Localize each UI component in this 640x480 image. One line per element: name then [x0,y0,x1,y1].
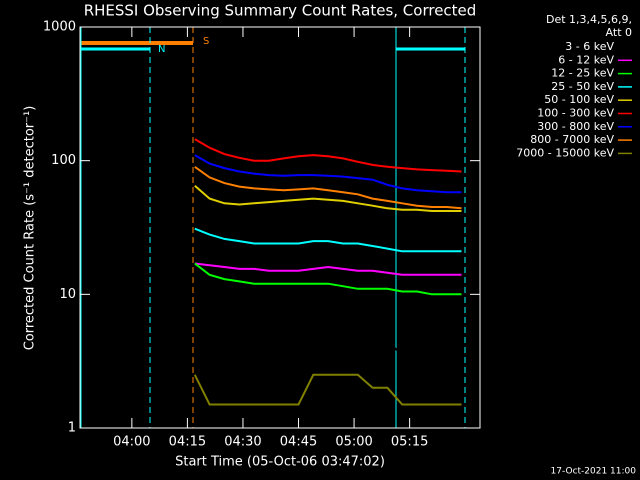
annotation: N [158,44,165,55]
series-line [194,323,462,357]
x-tick-label: 04:45 [280,435,317,450]
x-tick-label: 05:15 [391,435,428,450]
legend-label: 3 - 6 keV [565,40,614,53]
attenuator-state [80,27,466,428]
x-axis-label: Start Time (05-Oct-06 03:47:02) [175,455,385,470]
plot-frame [79,26,481,429]
y-tick-label: 100 [51,153,76,168]
legend-label: 100 - 300 keV [537,107,614,120]
y-tick-label: 10 [59,287,76,302]
chart-title: RHESSI Observing Summary Count Rates, Co… [84,2,477,20]
x-tick-label: 04:30 [224,435,261,450]
legend-label: 25 - 50 keV [551,80,614,93]
annotation: S [203,36,209,47]
series-line [193,373,462,406]
series-line [194,138,462,173]
legend-label: 12 - 25 keV [551,67,614,80]
legend-label: 6 - 12 keV [558,53,614,66]
series-line [194,227,462,253]
y-tick-label: 1 [68,421,76,436]
legend-header: Att 0 [606,26,632,39]
legend-header: Det 1,3,4,5,6,9, [546,13,632,26]
x-tick-label: 05:00 [335,435,372,450]
series-line [194,154,462,194]
y-axis-label: Corrected Count Rate (s⁻¹ detector⁻¹) [23,106,38,351]
legend-label: 300 - 800 keV [537,120,614,133]
footer: 17-Oct-2021 11:00 [551,467,637,477]
series-line [194,165,462,210]
legend-label: 7000 - 15000 keV [516,146,614,159]
series-line [194,184,462,212]
legend-label: 50 - 100 keV [544,93,614,106]
legend-label: 800 - 7000 keV [530,133,614,146]
series-line [194,262,462,296]
series-line [194,262,462,276]
y-tick-label: 1000 [43,20,76,35]
x-tick-label: 04:00 [113,435,150,450]
x-tick-label: 04:15 [169,435,206,450]
